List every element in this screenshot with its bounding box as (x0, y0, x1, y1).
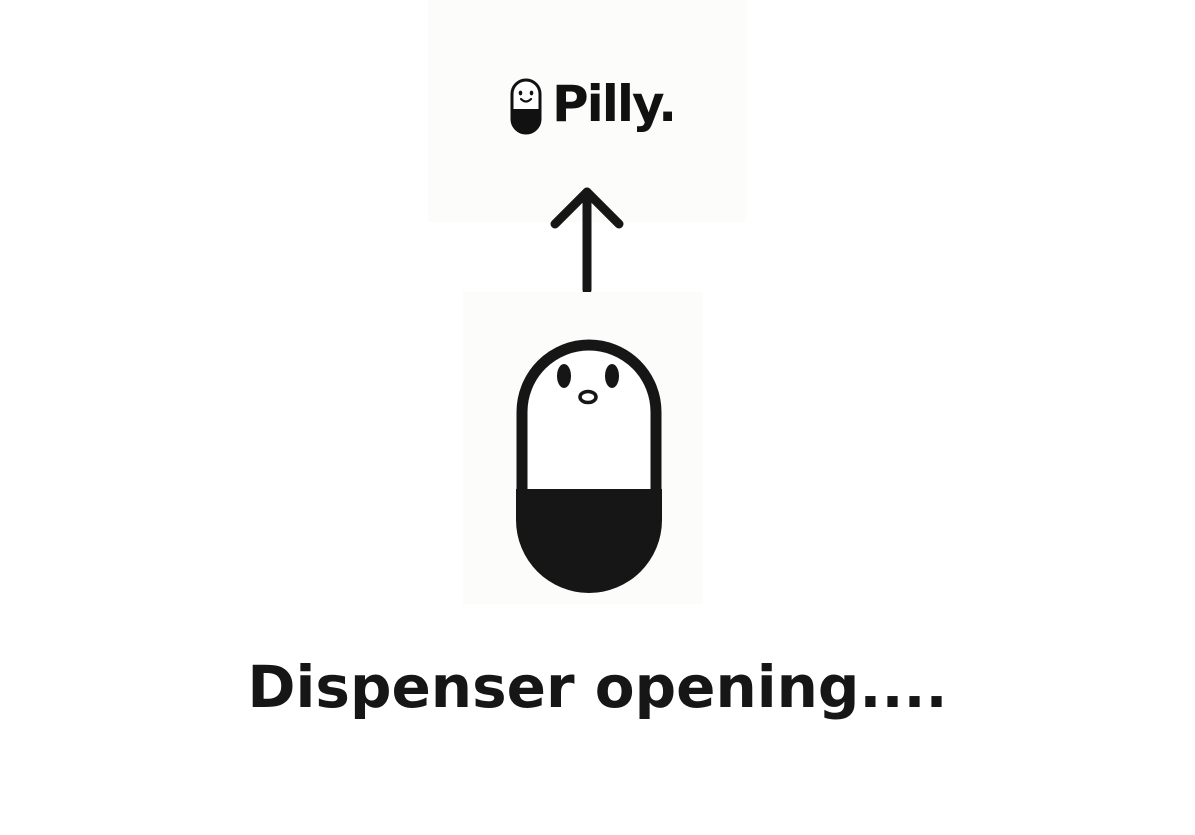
status-message: Dispenser opening.... (247, 653, 948, 721)
pill-mascot-icon (516, 339, 662, 593)
pill-smiley-icon (510, 77, 542, 134)
logo-card (428, 0, 746, 222)
arrow-up-icon (550, 187, 624, 295)
brand-name: Pilly. (552, 75, 677, 133)
brand-logo: Pilly. (510, 75, 677, 136)
